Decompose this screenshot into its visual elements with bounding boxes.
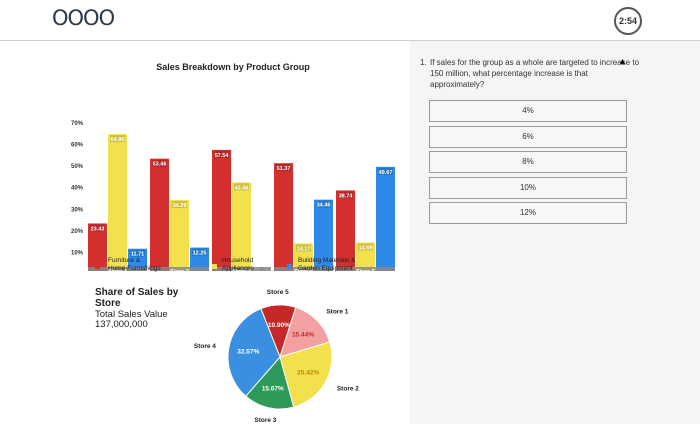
pie-percent-label: 15.44%	[292, 331, 314, 338]
category-strip	[274, 267, 333, 271]
x-category-label: Store 4	[294, 269, 314, 271]
bar-label-bg	[296, 244, 311, 252]
pie-percent-label: 32.57%	[237, 349, 259, 356]
bar-label-bg	[130, 249, 145, 257]
pie-title: Share of Sales by Store	[95, 287, 179, 309]
bar-label-bg	[90, 224, 105, 232]
y-tick-label: 30%	[71, 207, 84, 213]
pie-slice	[279, 306, 331, 358]
bar-label-bg	[234, 183, 249, 191]
bar-legend: Furniture & Home Furnishings Household App…	[95, 257, 356, 272]
bar-value-label: 34.29	[173, 203, 187, 209]
bar-value-label: 49.67	[379, 170, 393, 176]
pie-slice	[279, 341, 333, 408]
bar-value-label: 34.46	[317, 203, 331, 209]
brand-logo: OOOO	[52, 6, 115, 30]
y-tick-label: 40%	[71, 186, 84, 192]
pie-store-label: Store 2	[337, 386, 359, 393]
answer-option-6[interactable]: 6%	[429, 126, 627, 148]
bar-label-bg	[316, 200, 331, 208]
bar-label-bg	[192, 248, 207, 256]
bar-value-label: 11.71	[131, 252, 144, 258]
category-strip	[336, 267, 395, 271]
question-block: 1. If sales for the group as a whole are…	[420, 57, 640, 90]
category-strip	[88, 267, 147, 271]
pie-store-label: Store 4	[194, 343, 216, 350]
pie-store-label: Store 5	[267, 289, 289, 296]
pie-store-label: Store 3	[254, 417, 276, 424]
bar-label-bg	[152, 159, 167, 167]
bar	[170, 200, 189, 271]
bar	[336, 190, 355, 271]
y-tick-label: 20%	[71, 229, 84, 235]
bar	[376, 166, 395, 271]
bar-label-bg	[214, 150, 229, 158]
bar-value-label: 38.74	[339, 193, 354, 199]
top-bar: OOOO 2:54	[0, 0, 700, 41]
question-number: 1.	[420, 58, 427, 67]
pie-slice	[245, 355, 295, 410]
pie-subtitle: Total Sales Value 137,000,000	[95, 309, 168, 330]
bar-value-label: 14.59	[359, 246, 373, 252]
bar	[88, 223, 107, 271]
bar	[232, 182, 251, 271]
y-tick-label: 60%	[71, 143, 84, 149]
pie-store-label: Store 1	[326, 308, 348, 315]
cursor-pointer-icon: ▴	[620, 56, 626, 67]
bar	[294, 243, 313, 271]
bar	[274, 163, 293, 271]
pie-percent-label: 10.90%	[268, 322, 290, 329]
pie-slice	[227, 307, 281, 397]
bar-value-label: 51.37	[277, 166, 291, 172]
bar-label-bg	[358, 243, 373, 251]
category-strip	[212, 267, 271, 271]
bar-value-label: 14.17	[297, 246, 311, 252]
bar	[150, 158, 169, 271]
legend-label-building: Building Materials & Garden Equipment	[298, 257, 356, 272]
pie-percent-label: 15.67%	[262, 385, 284, 392]
question-panel: 1. If sales for the group as a whole are…	[410, 41, 700, 424]
y-tick-label: 70%	[71, 121, 84, 127]
bar	[128, 248, 147, 271]
bar-chart: Sales Breakdown by Product Group 010%20%…	[71, 62, 395, 271]
x-category-label: Store 1	[108, 269, 127, 271]
pie-chart: 10.90%15.44% 25.42% 15.67% 32.57% Store 5 Sto…	[194, 289, 359, 424]
bar-value-label: 23.43	[91, 226, 105, 232]
bar-label-bg	[338, 191, 353, 199]
question-text: If sales for the group as a whole are ta…	[430, 58, 640, 89]
y-tick-label: 50%	[71, 164, 84, 170]
bar	[314, 199, 333, 271]
bar	[108, 134, 127, 271]
bar-value-label: 12.25	[193, 251, 207, 257]
chart-panel: Sales Breakdown by Product Group 010%20%…	[0, 41, 410, 424]
bar-label-bg	[276, 164, 291, 172]
answer-option-8[interactable]: 8%	[429, 151, 627, 173]
bar-label-bg	[172, 201, 187, 209]
bar	[190, 247, 209, 271]
x-category-label: Store 5	[356, 269, 375, 271]
pie-percent-label: 25.42%	[297, 370, 319, 377]
legend-label-furniture: Furniture & Home Furnishings	[108, 257, 161, 272]
bar-label-bg	[110, 135, 125, 143]
answer-option-4[interactable]: 4%	[429, 100, 627, 122]
answer-option-10[interactable]: 10%	[429, 177, 627, 199]
bar-chart-title: Sales Breakdown by Product Group	[156, 62, 310, 72]
bar-value-label: 42.46	[235, 185, 249, 191]
bar-label-bg	[378, 167, 393, 175]
legend-swatch-appliances	[212, 264, 217, 269]
y-tick-label: 10%	[71, 250, 84, 256]
bar-value-label: 57.54	[215, 153, 230, 159]
answer-option-12[interactable]: 12%	[429, 202, 627, 224]
bar-value-label: 53.46	[153, 162, 167, 168]
bar	[356, 242, 375, 271]
timer-badge: 2:54	[614, 7, 642, 35]
x-category-label: Store 2	[170, 269, 189, 271]
legend-label-appliances: Household Appliances	[222, 257, 255, 272]
bar	[212, 149, 231, 271]
legend-swatch-furniture	[95, 264, 100, 269]
x-category-label: Store 3	[232, 269, 251, 271]
category-strip	[150, 267, 209, 271]
bar-value-label: 64.86	[111, 137, 125, 143]
legend-swatch-building	[287, 264, 292, 269]
